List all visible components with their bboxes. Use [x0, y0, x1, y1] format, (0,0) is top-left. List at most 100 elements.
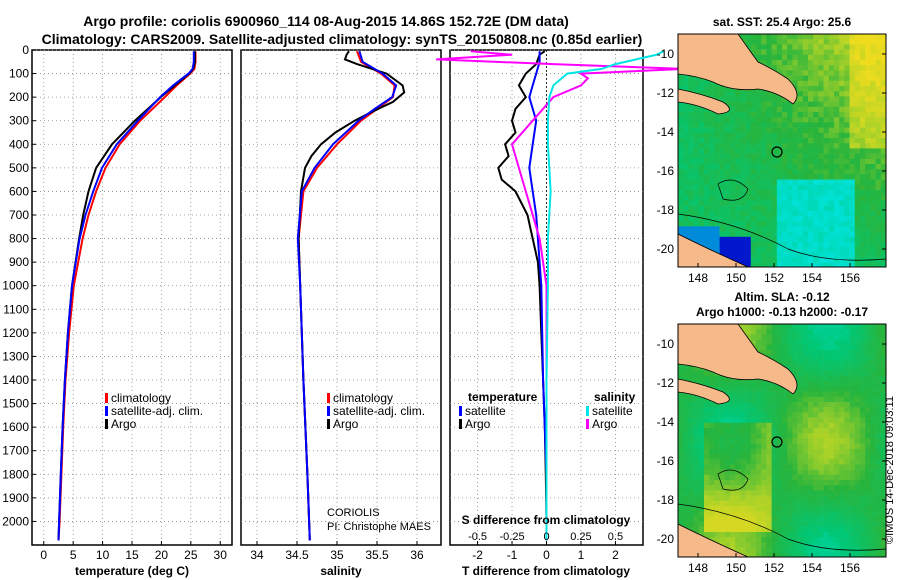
map-grid-cell — [875, 438, 882, 444]
map-grid-cell — [854, 54, 861, 61]
map-grid-cell — [802, 495, 809, 502]
map-grid-cell — [823, 407, 830, 413]
map-grid-cell — [693, 190, 700, 196]
map-grid-cell — [865, 370, 871, 377]
map-grid-cell — [683, 433, 689, 439]
map-grid-cell — [787, 485, 793, 491]
map-grid-cell — [880, 547, 886, 554]
map-grid-cell — [860, 407, 866, 413]
map-grid-cell — [860, 417, 866, 424]
map-grid-cell — [880, 190, 886, 196]
map-grid-cell — [735, 526, 741, 533]
map-grid-cell — [808, 44, 814, 50]
map-grid-cell — [854, 231, 861, 238]
map-grid-cell — [688, 112, 694, 118]
map-grid-cell — [750, 200, 757, 206]
map-grid-cell — [750, 526, 757, 533]
map-grid-cell — [844, 396, 850, 403]
map-grid-cell — [792, 190, 798, 196]
map-grid-cell — [735, 474, 741, 481]
map-grid-cell — [714, 138, 720, 144]
map-grid-cell — [761, 34, 767, 40]
map-grid-cell — [823, 459, 830, 465]
map-grid-cell — [766, 443, 772, 450]
map-grid-cell — [719, 448, 726, 455]
map-grid-cell — [880, 96, 886, 102]
map-grid-cell — [870, 226, 876, 232]
map-grid-cell — [865, 474, 871, 481]
map-grid-cell — [740, 417, 746, 424]
map-grid-cell — [756, 506, 762, 512]
map-grid-cell — [802, 376, 809, 382]
map-grid-cell — [771, 454, 778, 460]
map-grid-cell — [792, 350, 798, 356]
map-grid-cell — [834, 226, 840, 232]
map-grid-cell — [839, 417, 845, 424]
map-grid-cell — [724, 174, 731, 180]
map-grid-cell — [834, 195, 840, 201]
map-grid-cell — [704, 485, 710, 491]
map-grid-cell — [730, 226, 736, 232]
map-grid-cell — [880, 169, 886, 175]
map-grid-cell — [787, 148, 793, 154]
x-tick-label: -1 — [507, 548, 518, 562]
map-grid-cell — [766, 490, 772, 496]
map-grid-cell — [808, 205, 814, 212]
map-grid-cell — [844, 448, 850, 455]
map-grid-cell — [875, 190, 882, 196]
map-grid-cell — [678, 370, 684, 377]
map-grid-cell — [766, 516, 772, 522]
map-grid-cell — [828, 153, 835, 160]
map-grid-cell — [724, 96, 731, 102]
map-grid-cell — [678, 195, 684, 201]
map-grid-cell — [802, 216, 809, 222]
map-grid-cell — [802, 391, 809, 398]
map-grid-cell — [802, 360, 809, 366]
map-grid-cell — [875, 262, 882, 267]
map-grid-cell — [844, 537, 850, 543]
map-grid-cell — [688, 221, 694, 227]
map-grid-cell — [813, 65, 819, 71]
map-grid-cell — [875, 148, 882, 154]
map-grid-cell — [730, 132, 736, 139]
map-grid-cell — [839, 532, 845, 538]
map-grid-cell — [823, 221, 830, 227]
map-grid-cell — [693, 485, 700, 491]
map-grid-cell — [839, 122, 845, 128]
map-grid-cell — [704, 200, 710, 206]
map-grid-cell — [880, 200, 886, 206]
map-grid-cell — [797, 443, 804, 450]
map-grid-cell — [704, 448, 710, 455]
map-grid-cell — [787, 532, 793, 538]
map-grid-cell — [724, 143, 731, 149]
map-grid-cell — [714, 148, 720, 154]
map-grid-cell — [714, 122, 720, 128]
map-grid-cell — [865, 396, 871, 403]
map-grid-cell — [787, 231, 793, 238]
map-grid-cell — [839, 521, 845, 528]
map-grid-cell — [818, 480, 824, 486]
map-grid-cell — [849, 469, 856, 476]
map-grid-cell — [823, 216, 830, 222]
map-grid-cell — [766, 417, 772, 424]
map-grid-cell — [808, 443, 814, 450]
map-grid-cell — [714, 537, 720, 543]
map-grid-cell — [693, 428, 700, 434]
map-grid-cell — [787, 169, 793, 175]
map-grid-cell — [730, 143, 736, 149]
map-grid-cell — [719, 200, 726, 206]
map-grid-cell — [823, 438, 830, 444]
map-grid-cell — [709, 500, 715, 507]
map-grid-cell — [683, 148, 689, 154]
map-grid-cell — [823, 552, 830, 557]
map-grid-cell — [818, 407, 824, 413]
map-grid-cell — [735, 210, 741, 217]
map-grid-cell — [735, 127, 741, 134]
map-grid-cell — [792, 537, 798, 543]
map-grid-cell — [704, 127, 710, 134]
map-grid-cell — [860, 469, 866, 476]
map-grid-cell — [875, 511, 882, 517]
map-grid-cell — [693, 521, 700, 528]
map-grid-cell — [797, 422, 804, 429]
map-grid-cell — [740, 257, 746, 264]
